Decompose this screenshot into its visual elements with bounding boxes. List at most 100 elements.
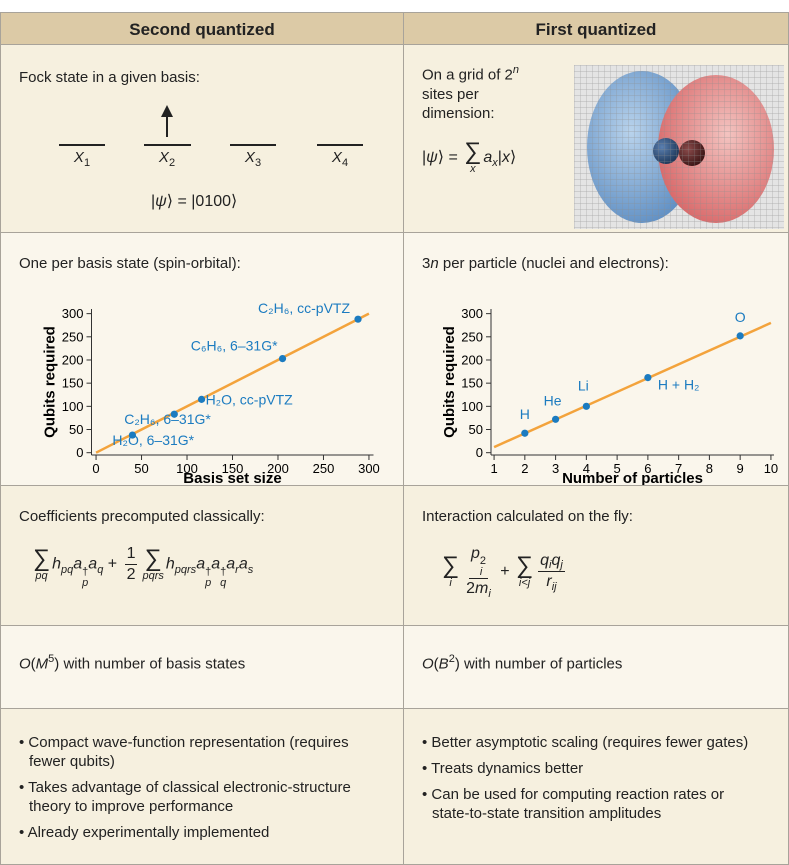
intro: Interaction calculated on the fly: — [422, 508, 633, 525]
y-tick-label: 300 — [62, 306, 84, 321]
y-axis-label: Qubits required — [441, 326, 458, 438]
bullet: Treats dynamics better — [432, 759, 752, 778]
script: s — [248, 565, 254, 576]
symbol: p — [471, 545, 480, 562]
x-tick-label: 0 — [92, 461, 99, 476]
summation: ∑x — [464, 141, 481, 175]
y-tick-label: 50 — [469, 422, 483, 437]
subscript: ij — [552, 582, 557, 593]
sum-index: pq — [35, 570, 47, 582]
symbol: a — [88, 556, 97, 573]
script: ij — [552, 582, 557, 593]
cell: One per basis state (spin-orbital):05010… — [0, 232, 404, 486]
y-tick-label: 150 — [62, 376, 84, 391]
subscript: p — [205, 578, 211, 589]
bullet: Better asymptotic scaling (requires fewe… — [432, 733, 752, 752]
chart: 050100150200250300050100150200250300Basi… — [1, 233, 386, 485]
denominator: 2 — [125, 565, 138, 585]
symbol: ) with number of basis states — [54, 656, 245, 673]
y-tick-label: 200 — [461, 352, 483, 367]
symbol: O — [422, 656, 434, 673]
text: Interaction calculated on the fly: — [422, 508, 633, 525]
symbol: q — [540, 552, 549, 569]
grid-orbital-image — [574, 65, 784, 229]
symbol: 2 — [127, 566, 136, 583]
script: 3 — [255, 158, 261, 169]
point-label: H₂O, cc-pVTZ — [206, 391, 294, 407]
symbol: a — [73, 556, 82, 573]
denominator: 2mi — [464, 579, 493, 600]
symbol: 2 — [466, 580, 475, 597]
point-label: C₂H₆, cc-pVTZ — [258, 300, 350, 316]
symbol: B — [439, 656, 449, 673]
symbol: X — [245, 149, 255, 166]
symbol: + — [496, 563, 514, 580]
sum-index: i — [449, 577, 451, 589]
symbol: x — [502, 149, 510, 166]
numerator: qiqj — [538, 551, 565, 573]
y-tick-label: 150 — [461, 376, 483, 391]
subscript: s — [248, 565, 254, 576]
subscript: i — [488, 589, 490, 600]
fit-line — [494, 323, 771, 447]
x-tick-label: 3 — [552, 461, 559, 476]
symbol: O — [19, 656, 31, 673]
y-tick-label: 250 — [461, 329, 483, 344]
data-point — [737, 332, 744, 339]
subscript: 4 — [342, 158, 348, 169]
point-label: H + H₂ — [658, 377, 700, 393]
script: pqrs — [175, 565, 196, 576]
denominator: rij — [544, 572, 558, 593]
symbol: X — [332, 149, 342, 166]
cell: On a grid of 2n sites per dimension:|ψ⟩ … — [403, 44, 789, 233]
summation: ∑pqrs — [142, 548, 163, 582]
y-tick-label: 300 — [461, 306, 483, 321]
symbol: ψ — [426, 149, 438, 166]
subscript: p — [82, 578, 88, 589]
sum-sign: ∑ — [442, 555, 459, 577]
spin-arrow — [161, 105, 173, 117]
data-point — [198, 396, 205, 403]
bullet: Can be used for computing reaction rates… — [432, 785, 752, 823]
point-label: H — [520, 406, 530, 422]
symbol: a — [196, 556, 205, 573]
subscript: i — [480, 567, 486, 578]
data-point — [354, 316, 361, 323]
summation: ∑pq — [33, 548, 50, 582]
cell: O(B2) with number of particles — [403, 625, 789, 709]
sum-sign: ∑ — [33, 548, 50, 570]
y-tick-label: 100 — [461, 399, 483, 414]
data-point — [279, 355, 286, 362]
script: 1 — [84, 158, 90, 169]
x-tick-label: 10 — [764, 461, 778, 476]
data-point — [552, 416, 559, 423]
point-label: C₆H₆, 6–31G* — [191, 338, 278, 354]
x-tick-label: 250 — [313, 461, 335, 476]
cell: Better asymptotic scaling (requires fewe… — [403, 708, 789, 865]
subscript: 1 — [84, 158, 90, 169]
chart: 05010015020025030012345678910Number of p… — [404, 233, 789, 485]
fraction: p2i2mi — [464, 544, 493, 600]
column-header: First quantized — [403, 12, 789, 45]
bullet: Already experimentally implemented — [29, 823, 359, 842]
subscript: pq — [61, 565, 73, 576]
summation: ∑i — [442, 555, 459, 589]
x-tick-label: 1 — [490, 461, 497, 476]
sum-index: i<j — [519, 577, 530, 589]
point-label: O — [735, 309, 746, 325]
symbol: a — [239, 556, 248, 573]
point-label: Li — [578, 377, 589, 393]
bullet: Compact wave-function representation (re… — [29, 733, 359, 771]
cell: 3n per particle (nuclei and electrons):0… — [403, 232, 789, 486]
symbol: X — [159, 149, 169, 166]
sum-sign: ∑ — [516, 555, 533, 577]
numerator: 1 — [125, 544, 138, 565]
symbol: a — [226, 556, 235, 573]
y-tick-label: 0 — [476, 445, 483, 460]
